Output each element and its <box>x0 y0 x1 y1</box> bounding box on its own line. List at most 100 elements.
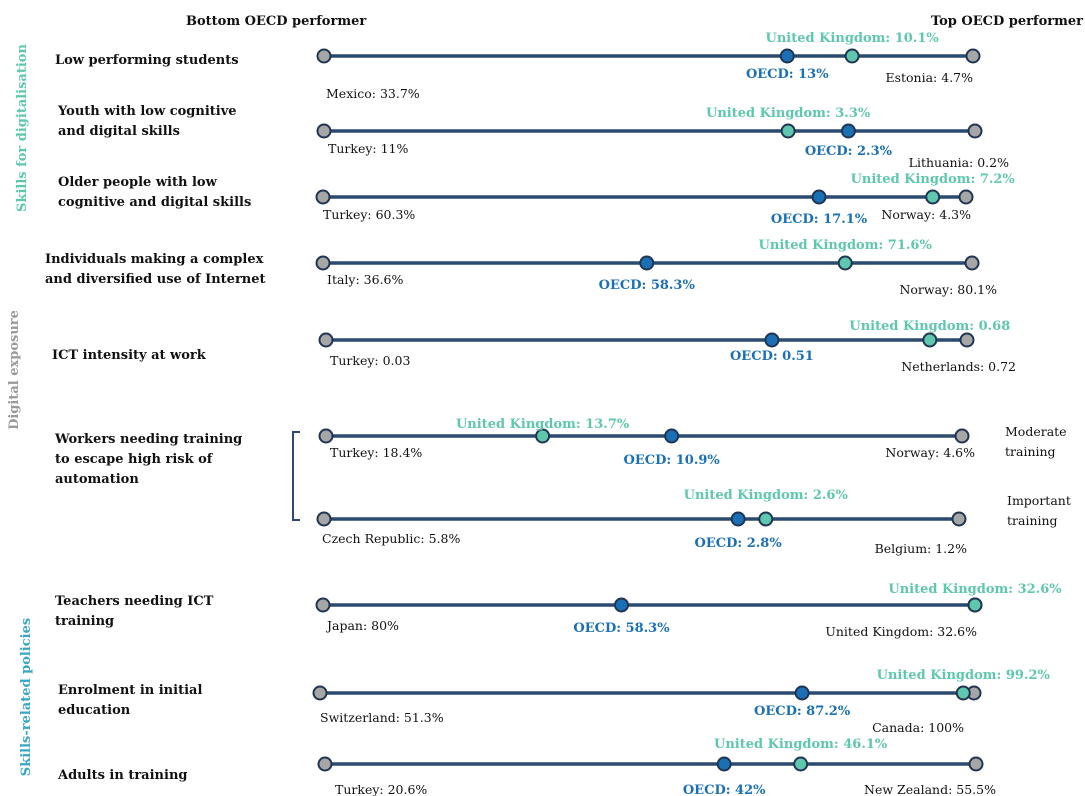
top-performer-label: Norway: 80.1% <box>899 282 997 297</box>
top-performer-point <box>954 428 970 444</box>
top-performer-point <box>958 189 974 205</box>
bottom-performer-label: Japan: 80% <box>325 618 399 633</box>
top-performer-label: Norway: 4.6% <box>885 445 975 460</box>
top-performer-label: Norway: 4.3% <box>881 207 971 222</box>
chart-rows: Low performing students Mexico: 33.7% Esto… <box>45 31 1062 796</box>
top-performer-label: United Kingdom: 32.6% <box>825 624 977 639</box>
oecd-label: OECD: 17.1% <box>771 212 868 227</box>
row-label-2-line-1: Youth with low cognitive <box>57 104 237 119</box>
chart-row-4: Individuals making a complex and diversif… <box>45 238 997 297</box>
top-performer-label: Lithuania: 0.2% <box>909 155 1009 170</box>
header-bottom-performer: Bottom OECD performer <box>186 14 366 29</box>
bottom-performer-point <box>316 123 332 139</box>
bottom-performer-point <box>312 685 328 701</box>
uk-point <box>925 189 941 205</box>
bottom-performer-point <box>316 48 332 64</box>
top-performer-label: Belgium: 1.2% <box>875 541 968 556</box>
oecd-label: OECD: 2.8% <box>695 536 783 551</box>
row-label-2-line-2: and digital skills <box>58 124 180 139</box>
side-label-important-2: training <box>1007 513 1058 528</box>
bottom-performer-point <box>315 189 331 205</box>
uk-label: United Kingdom: 3.3% <box>706 106 871 121</box>
top-performer-label: Netherlands: 0.72 <box>901 359 1016 374</box>
chart-row-3: Older people with low cognitive and digit… <box>58 172 1015 227</box>
uk-point <box>793 756 809 772</box>
row-label-6-line-2: to escape high risk of <box>55 452 214 467</box>
uk-point <box>967 597 983 613</box>
group-label-1: Skills for digitalisation <box>15 44 30 212</box>
top-performer-point <box>964 255 980 271</box>
chart-row-2: Youth with low cognitive and digital skil… <box>57 104 1009 170</box>
top-performer-label: Canada: 100% <box>872 720 964 735</box>
chart-row-10: Adults in training Turkey: 20.6% New Zeala… <box>57 737 996 796</box>
uk-point <box>758 511 774 527</box>
bottom-performer-label: Mexico: 33.7% <box>326 86 420 101</box>
row-label-9-line-2: education <box>58 703 131 718</box>
uk-point <box>922 332 938 348</box>
bottom-performer-label: Turkey: 60.3% <box>323 207 415 222</box>
row-label-6-line-3: automation <box>55 472 139 487</box>
row-label-1-line-1: Low performing students <box>55 53 239 68</box>
uk-label: United Kingdom: 2.6% <box>684 488 849 503</box>
oecd-point <box>716 756 732 772</box>
row-label-5-line-1: ICT intensity at work <box>52 348 207 363</box>
oecd-point <box>764 332 780 348</box>
uk-point <box>955 685 971 701</box>
row-label-3-line-1: Older people with low <box>58 175 218 190</box>
group-label-3: Skills-related policies <box>19 618 34 776</box>
uk-label: United Kingdom: 0.68 <box>849 319 1010 334</box>
top-performer-label: New Zealand: 55.5% <box>864 782 996 796</box>
oecd-point <box>811 189 827 205</box>
uk-label: United Kingdom: 32.6% <box>888 582 1062 597</box>
group-labels: Skills for digitalisation Digital exposur… <box>7 44 34 777</box>
row-label-10-line-1: Adults in training <box>57 768 187 783</box>
uk-label: United Kingdom: 13.7% <box>456 417 630 432</box>
automation-bracket <box>292 431 300 521</box>
row-label-3-line-2: cognitive and digital skills <box>58 195 251 210</box>
oecd-label: OECD: 58.3% <box>599 278 696 293</box>
top-performer-point <box>967 123 983 139</box>
bottom-performer-label: Turkey: 18.4% <box>330 445 422 460</box>
bottom-performer-point <box>315 597 331 613</box>
side-label-moderate-2: training <box>1005 444 1056 459</box>
header-top-performer: Top OECD performer <box>931 14 1083 29</box>
row-label-4-line-1: Individuals making a complex <box>45 252 264 267</box>
top-performer-label: Estonia: 4.7% <box>885 70 973 85</box>
uk-point <box>780 123 796 139</box>
group-label-2: Digital exposure <box>7 310 22 430</box>
row-label-4-line-2: and diversified use of Internet <box>45 272 266 287</box>
oecd-label: OECD: 42% <box>683 783 766 796</box>
uk-label: United Kingdom: 99.2% <box>877 668 1051 683</box>
chart-row-8: Teachers needing ICT training Japan: 80% Un… <box>55 582 1062 639</box>
uk-point <box>535 428 551 444</box>
top-performer-point <box>959 332 975 348</box>
oecd-point <box>779 48 795 64</box>
oecd-label: OECD: 10.9% <box>624 453 721 468</box>
oecd-label: OECD: 87.2% <box>754 704 851 719</box>
oecd-label: OECD: 2.3% <box>805 144 893 159</box>
bottom-performer-point <box>315 255 331 271</box>
bottom-performer-label: Turkey: 11% <box>328 141 408 156</box>
uk-label: United Kingdom: 7.2% <box>851 172 1016 187</box>
bottom-performer-label: Italy: 36.6% <box>327 272 403 287</box>
top-performer-point <box>951 511 967 527</box>
top-performer-point <box>965 48 981 64</box>
bottom-performer-point <box>318 428 334 444</box>
bottom-performer-point <box>317 756 333 772</box>
oecd-point <box>613 597 629 613</box>
bottom-performer-point <box>316 511 332 527</box>
bottom-performer-label: Turkey: 0.03 <box>330 353 410 368</box>
uk-label: United Kingdom: 71.6% <box>759 238 933 253</box>
oecd-point <box>730 511 746 527</box>
oecd-label: OECD: 13% <box>746 67 829 82</box>
bottom-performer-label: Czech Republic: 5.8% <box>322 531 460 546</box>
oecd-point <box>639 255 655 271</box>
chart-row-5: ICT intensity at work Turkey: 0.03 Netherl… <box>52 319 1016 374</box>
chart-row-6: Workers needing training to escape high r… <box>54 417 975 487</box>
chart-row-9: Enrolment in initial education Switzerland… <box>58 668 1051 735</box>
side-label-moderate-1: Moderate <box>1005 424 1067 439</box>
bottom-performer-point <box>318 332 334 348</box>
oecd-point <box>664 428 680 444</box>
top-performer-point <box>968 756 984 772</box>
